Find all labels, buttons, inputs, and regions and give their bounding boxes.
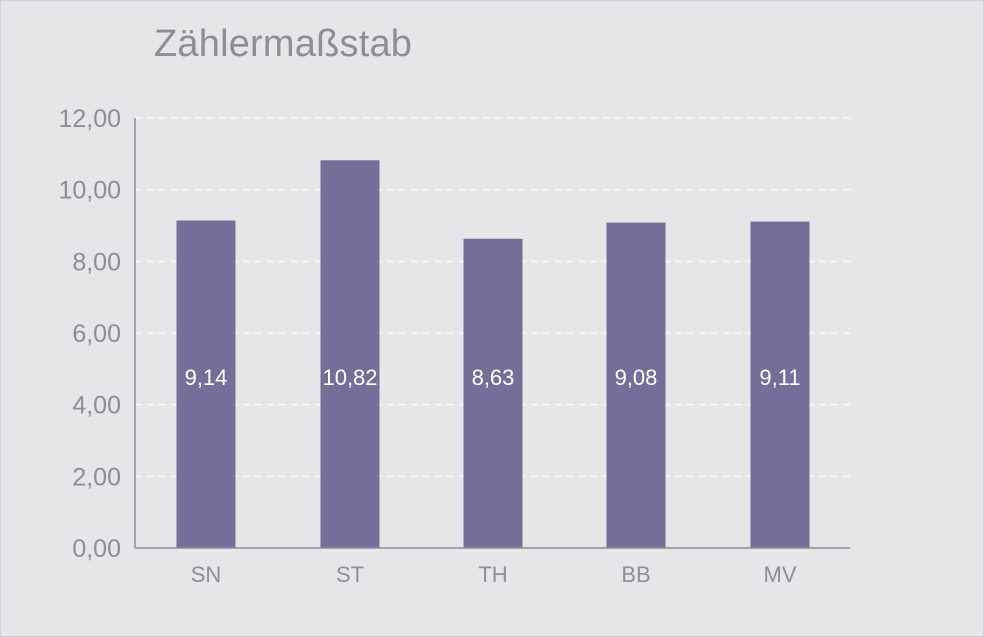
y-tick-label: 4,00: [72, 392, 121, 420]
axes: [134, 118, 850, 549]
x-tick-label: ST: [336, 562, 364, 587]
data-label: 8,63: [472, 365, 515, 390]
labels: 0,00 2,00 4,00 6,00 8,00 10,00 12,00 SN 9,14 ST 10…: [58, 105, 800, 587]
data-label: 10,82: [322, 365, 377, 390]
x-tick-label: BB: [621, 562, 650, 587]
data-label: 9,08: [615, 365, 658, 390]
bar-th: [463, 238, 523, 548]
data-label: 9,14: [185, 365, 228, 390]
x-tick-label: MV: [764, 562, 797, 587]
bar-sn: [176, 220, 236, 548]
x-tick-label: SN: [191, 562, 222, 587]
data-label: 9,11: [759, 365, 800, 390]
y-tick-label: 0,00: [72, 535, 121, 563]
chart-title: Zählermaßstab: [154, 23, 413, 65]
y-tick-label: 2,00: [72, 463, 121, 491]
bar-mv: [750, 221, 810, 548]
y-tick-label: 6,00: [72, 320, 121, 348]
y-tick-label: 10,00: [58, 177, 121, 205]
bar-bb: [606, 222, 666, 548]
x-tick-label: TH: [478, 562, 507, 587]
bars: [176, 160, 810, 549]
y-tick-label: 8,00: [72, 248, 121, 276]
y-tick-label: 12,00: [58, 105, 121, 133]
bar-st: [320, 160, 380, 549]
